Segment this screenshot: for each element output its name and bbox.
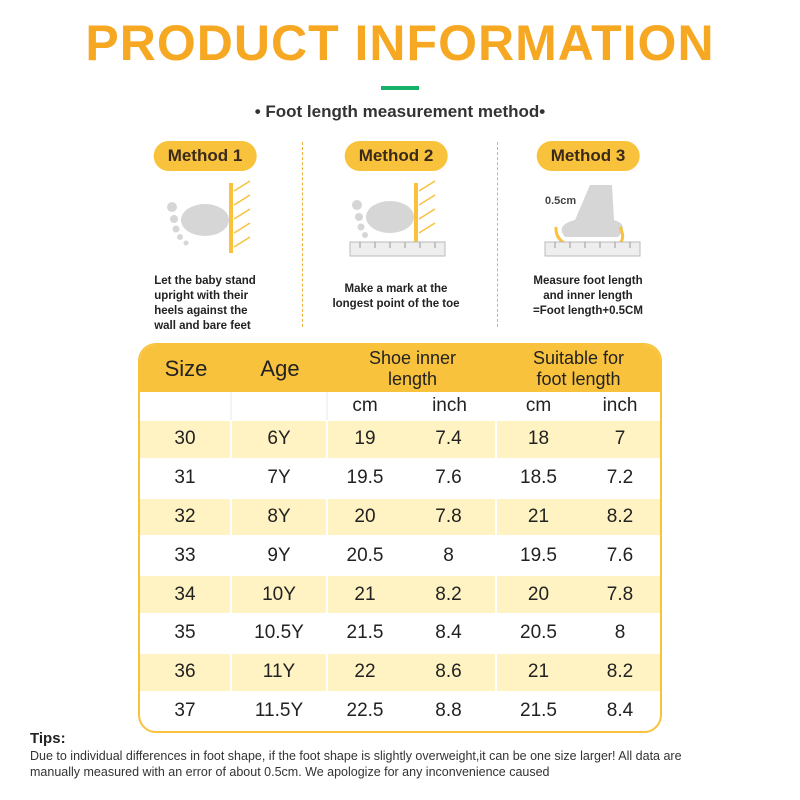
table-cell: 18 bbox=[497, 421, 580, 458]
size-table: Size Age Shoe inner length Suitable for foo… bbox=[138, 343, 662, 733]
description-line: Make a mark at the bbox=[344, 283, 448, 295]
foot-icon bbox=[167, 202, 229, 246]
table-cell: 19 bbox=[328, 421, 402, 458]
divider bbox=[381, 86, 419, 90]
separator bbox=[302, 142, 303, 327]
table-cell: 20 bbox=[328, 498, 402, 536]
column-header-text: Shoe inner length bbox=[368, 347, 457, 389]
method-description: Make a mark at the longest point of the t… bbox=[332, 282, 459, 312]
table-cell: 21.5 bbox=[520, 699, 557, 721]
unit-header: cm bbox=[525, 395, 552, 416]
table-cell: 20.5 bbox=[520, 622, 557, 644]
header-band bbox=[140, 345, 660, 392]
table-cell: 21.5 bbox=[346, 622, 384, 644]
table-cell: 7 bbox=[580, 421, 660, 458]
tips-label: Tips: bbox=[30, 730, 66, 747]
unit-header: cm bbox=[352, 395, 378, 416]
table-cell: 19.5 bbox=[520, 544, 557, 566]
table-cell: 7Y bbox=[267, 467, 291, 489]
column-header-text: Suitable for foot length bbox=[532, 347, 625, 389]
tip-line: manually measured with an error of about… bbox=[30, 765, 550, 779]
table-cell: 20.5 bbox=[346, 544, 384, 566]
method-description: Measure foot length and inner length =Foot… bbox=[533, 274, 643, 319]
ruler bbox=[544, 241, 641, 257]
column-header: Size bbox=[140, 345, 232, 392]
table-cell: 8 bbox=[443, 544, 454, 566]
annotation: 0.5cm bbox=[545, 195, 576, 207]
leg-icon bbox=[561, 185, 624, 237]
table-cell: 7.4 bbox=[402, 421, 495, 458]
table-cell: 8.2 bbox=[402, 576, 495, 613]
description-line: wall and bare feet bbox=[154, 320, 251, 332]
table-cell: 7.6 bbox=[606, 544, 634, 566]
table-cell: 8.4 bbox=[435, 622, 462, 644]
tip-line: Due to individual differences in foot sh… bbox=[30, 749, 682, 763]
illustrations: 0.5cm bbox=[167, 180, 641, 257]
table-cell: 37 bbox=[174, 699, 196, 721]
table-cell: 21 bbox=[497, 653, 580, 691]
description-line: longest point of the toe bbox=[332, 298, 460, 310]
table-cell: 35 bbox=[174, 622, 196, 644]
table-cell: 34 bbox=[140, 576, 230, 613]
table-cell: 32 bbox=[140, 498, 230, 536]
table-cell: 9Y bbox=[267, 544, 291, 566]
table-cell: 21 bbox=[328, 576, 402, 613]
description-line: and inner length bbox=[543, 290, 633, 302]
wall bbox=[414, 183, 418, 243]
method-description: Let the baby stand upright with their heel… bbox=[154, 274, 256, 334]
description-line: =Foot length+0.5CM bbox=[533, 305, 643, 317]
column-header-text: Size bbox=[164, 355, 208, 381]
subtitle: • Foot length measurement method• bbox=[254, 102, 546, 121]
unit-header: inch bbox=[602, 395, 638, 416]
table-cell: 33 bbox=[174, 544, 196, 566]
table-cell: 8.8 bbox=[435, 699, 462, 721]
wall bbox=[229, 183, 233, 253]
table-cell: 7.8 bbox=[402, 498, 495, 536]
table-cell: 7.8 bbox=[580, 576, 660, 613]
table-cell: 30 bbox=[140, 421, 230, 458]
table-cell: 22 bbox=[328, 653, 402, 691]
column-header: Age bbox=[232, 345, 328, 392]
blank-cell bbox=[140, 392, 232, 420]
foot-icon bbox=[352, 200, 414, 238]
table-cell: 7.6 bbox=[435, 467, 462, 489]
table-cell: 8.4 bbox=[606, 699, 634, 721]
table-cell: 8.2 bbox=[580, 653, 660, 691]
table-cell: 19.5 bbox=[346, 467, 384, 489]
column-header: Shoe inner length bbox=[328, 345, 497, 392]
table-cell: 7.2 bbox=[606, 467, 634, 489]
table-cell: 11Y bbox=[232, 653, 326, 691]
description-line: Measure foot length bbox=[533, 275, 643, 287]
description-line: heels against the bbox=[154, 305, 248, 317]
table-cell: 10.5Y bbox=[254, 622, 304, 644]
method-label: Method 2 bbox=[344, 141, 448, 171]
blank-cell bbox=[232, 392, 328, 420]
table-cell: 21 bbox=[497, 498, 580, 536]
description-line: Let the baby stand bbox=[154, 275, 256, 287]
method-label: Method 1 bbox=[153, 141, 257, 171]
column-header: Suitable for foot length bbox=[497, 345, 660, 392]
table-cell: 6Y bbox=[232, 421, 326, 458]
column-header-text: Age bbox=[260, 355, 300, 381]
table-cell: 11.5Y bbox=[254, 699, 304, 721]
table-cell: 8.6 bbox=[402, 653, 495, 691]
table-cell: 36 bbox=[140, 653, 230, 691]
table-cell: 18.5 bbox=[520, 467, 557, 489]
ruler bbox=[349, 241, 446, 257]
table-cell: 8 bbox=[614, 622, 626, 644]
separator bbox=[497, 142, 498, 327]
unit-header: inch bbox=[432, 395, 467, 416]
table-cell: 20 bbox=[497, 576, 580, 613]
table-cell: 22.5 bbox=[346, 699, 384, 721]
table-cell: 8.2 bbox=[580, 498, 660, 536]
table-cell: 10Y bbox=[232, 576, 326, 613]
description-line: upright with their bbox=[154, 290, 249, 302]
table-cell: 8Y bbox=[232, 498, 326, 536]
title: PRODUCT INFORMATION bbox=[85, 15, 715, 71]
method-label: Method 3 bbox=[536, 141, 640, 171]
table-cell: 31 bbox=[174, 467, 196, 489]
